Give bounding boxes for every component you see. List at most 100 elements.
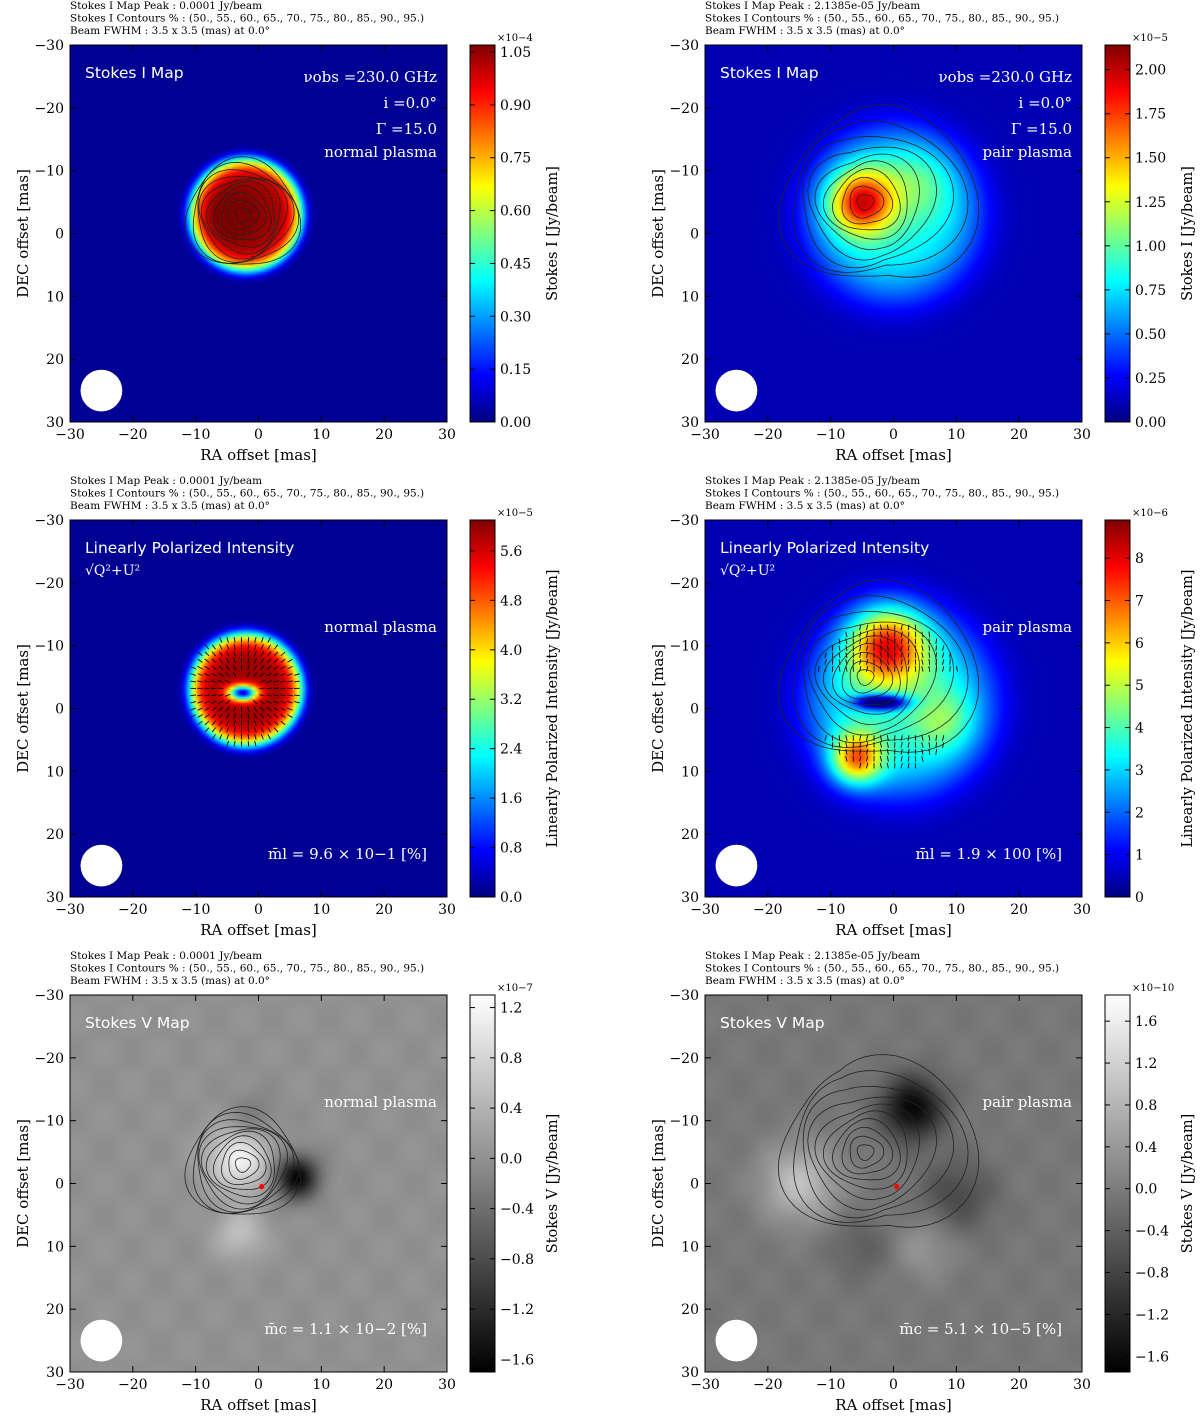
colorbar-tick-label: 0.00 bbox=[1135, 415, 1166, 431]
header-line-0: Stokes I Map Peak : 2.1385e-05 Jy/beam bbox=[705, 950, 920, 962]
contour-7 bbox=[841, 652, 894, 700]
evpa-tick bbox=[866, 652, 869, 658]
evpa-tick bbox=[273, 707, 279, 711]
contour-1 bbox=[192, 161, 300, 264]
evpa-tick bbox=[921, 749, 924, 755]
x-axis-label: RA offset [mas] bbox=[200, 446, 317, 464]
colorbar-tick-label: 5.6 bbox=[500, 544, 522, 560]
evpa-tick bbox=[273, 720, 279, 726]
evpa-tick bbox=[226, 637, 229, 643]
evpa-tick bbox=[886, 755, 889, 762]
evpa-tick bbox=[907, 666, 910, 672]
colorbar-tick-label: 1.75 bbox=[1135, 107, 1166, 123]
evpa-tick bbox=[859, 666, 862, 672]
evpa-tick bbox=[273, 672, 279, 677]
evpa-tick bbox=[879, 638, 883, 645]
x-tick-label: 0 bbox=[254, 1377, 263, 1393]
evpa-tick bbox=[212, 734, 216, 740]
evpa-tick bbox=[879, 735, 883, 741]
contour-7 bbox=[841, 177, 894, 225]
overlay-group bbox=[777, 104, 980, 278]
evpa-tick bbox=[921, 742, 924, 748]
panel-subtitle: √Q²+U² bbox=[720, 563, 775, 579]
evpa-tick bbox=[935, 748, 938, 755]
evpa-tick bbox=[859, 735, 862, 741]
evpa-tick bbox=[273, 700, 279, 704]
header-line-0: Stokes I Map Peak : 2.1385e-05 Jy/beam bbox=[705, 0, 920, 12]
contour-3 bbox=[807, 146, 937, 261]
evpa-tick bbox=[247, 713, 250, 719]
colorbar-tick-label: 0.0 bbox=[1135, 1182, 1157, 1198]
evpa-tick bbox=[838, 638, 841, 645]
y-tick-label: 20 bbox=[46, 352, 64, 368]
header-line-2: Beam FWHM : 3.5 x 3.5 (mas) at 0.0° bbox=[70, 25, 270, 37]
colorbar-tick-label: 1.50 bbox=[1135, 151, 1166, 167]
evpa-tick bbox=[900, 742, 903, 748]
overlay-group bbox=[777, 1054, 980, 1228]
evpa-tick bbox=[211, 665, 217, 670]
evpa-tick bbox=[233, 713, 236, 719]
contour-5 bbox=[822, 1110, 908, 1190]
colorbar-tick-label: 1.6 bbox=[500, 791, 522, 807]
evpa-tick bbox=[907, 762, 910, 769]
evpa-tick bbox=[204, 651, 210, 657]
colorbar-tick-label: 0.8 bbox=[1135, 1098, 1157, 1114]
overlay-group bbox=[184, 1106, 302, 1215]
x-tick-label: 10 bbox=[947, 427, 965, 443]
evpa-tick bbox=[845, 659, 848, 665]
heatmap-image bbox=[70, 520, 447, 897]
evpa-tick bbox=[273, 713, 279, 719]
y-tick-label: −30 bbox=[34, 38, 64, 54]
evpa-tick bbox=[211, 672, 217, 677]
evpa-tick bbox=[900, 762, 903, 769]
contour-8 bbox=[228, 199, 260, 230]
evpa-tick bbox=[260, 658, 265, 664]
x-axis-label: RA offset [mas] bbox=[835, 1396, 952, 1414]
evpa-tick bbox=[293, 680, 300, 683]
colorbar-tick-label: −1.2 bbox=[1135, 1307, 1169, 1323]
evpa-tick bbox=[886, 624, 889, 631]
colorbar bbox=[1104, 994, 1131, 1373]
evpa-tick bbox=[225, 679, 231, 684]
contour-6 bbox=[213, 1135, 272, 1190]
evpa-tick bbox=[879, 652, 883, 658]
evpa-tick bbox=[824, 735, 827, 741]
evpa-tick bbox=[233, 733, 236, 740]
colorbar-tick-label: −0.8 bbox=[500, 1252, 534, 1268]
y-axis-label: DEC offset [mas] bbox=[649, 1119, 667, 1248]
evpa-tick bbox=[190, 714, 196, 718]
evpa-tick bbox=[197, 665, 203, 670]
header-line-2: Beam FWHM : 3.5 x 3.5 (mas) at 0.0° bbox=[70, 975, 270, 987]
panel-title: Stokes I Map bbox=[720, 64, 819, 82]
evpa-tick bbox=[287, 666, 293, 670]
heatmap-image bbox=[705, 45, 1082, 422]
evpa-tick bbox=[921, 755, 924, 762]
evpa-tick bbox=[280, 665, 286, 670]
evpa-tick bbox=[949, 659, 951, 665]
colorbar-tick-label: 0.60 bbox=[500, 204, 531, 220]
param-2: Γ =15.0 bbox=[376, 120, 437, 138]
evpa-tick bbox=[866, 755, 869, 762]
header-line-2: Beam FWHM : 3.5 x 3.5 (mas) at 0.0° bbox=[705, 500, 905, 512]
contour-3 bbox=[807, 1096, 937, 1211]
evpa-tick bbox=[226, 658, 230, 664]
param-0: νobs =230.0 GHz bbox=[939, 68, 1073, 86]
header-line-0: Stokes I Map Peak : 0.0001 Jy/beam bbox=[70, 950, 262, 962]
evpa-tick bbox=[886, 652, 889, 658]
colorbar bbox=[1104, 44, 1131, 423]
evpa-tick bbox=[838, 666, 841, 672]
evpa-tick bbox=[211, 720, 217, 726]
evpa-tick bbox=[866, 631, 869, 638]
evpa-tick bbox=[859, 742, 862, 748]
evpa-tick bbox=[204, 665, 210, 670]
header-line-2: Beam FWHM : 3.5 x 3.5 (mas) at 0.0° bbox=[70, 500, 270, 512]
evpa-tick bbox=[247, 720, 250, 726]
evpa-tick bbox=[226, 651, 230, 657]
contour-9 bbox=[234, 207, 252, 223]
param-0: νobs =230.0 GHz bbox=[304, 68, 438, 86]
evpa-tick bbox=[886, 762, 889, 769]
evpa-tick bbox=[838, 735, 841, 741]
colorbar-tick-label: 2 bbox=[1135, 805, 1144, 821]
